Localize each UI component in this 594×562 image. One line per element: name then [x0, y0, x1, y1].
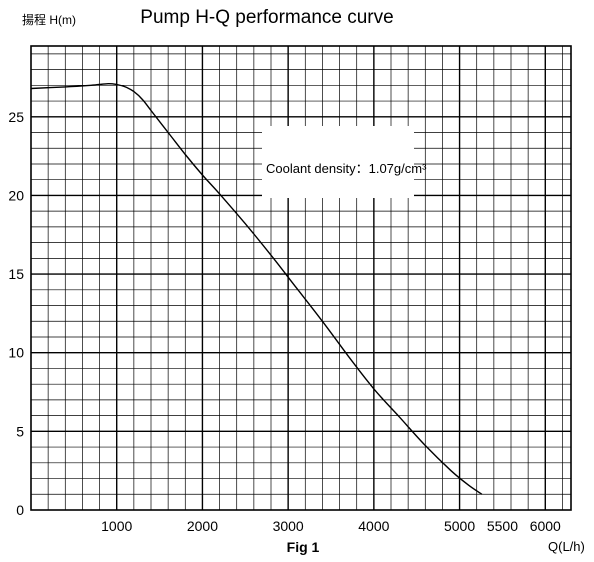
x-tick-label: 4000 [358, 518, 389, 534]
x-tick-label: 6000 [530, 518, 561, 534]
y-tick-label: 5 [16, 423, 24, 439]
y-tick-label: 10 [8, 345, 24, 361]
figure-caption: Fig 1 [287, 539, 320, 555]
x-tick-label: 3000 [273, 518, 304, 534]
annotation-box: Coolant density：1.07g/cm³ [262, 126, 427, 198]
x-tick-label: 2000 [187, 518, 218, 534]
chart-title: Pump H-Q performance curve [140, 7, 393, 28]
y-tick-labels: 0 5 10 15 20 25 [8, 109, 24, 518]
y-tick-label: 0 [16, 502, 24, 518]
annotation-text: Coolant density：1.07g/cm³ [266, 161, 427, 176]
x-tick-label: 5500 [487, 518, 518, 534]
x-tick-labels: 1000 2000 3000 4000 5000 5500 6000 [101, 518, 561, 534]
x-tick-label: 1000 [101, 518, 132, 534]
y-axis-label: 揚程 H(m) [22, 12, 76, 27]
plot-frame [30, 45, 572, 511]
y-tick-label: 15 [8, 266, 24, 282]
grid [31, 46, 571, 510]
x-tick-label: 5000 [444, 518, 475, 534]
y-tick-label: 25 [8, 109, 24, 125]
hq-curve [30, 82, 483, 495]
x-axis-label: Q(L/h) [548, 539, 585, 554]
y-tick-label: 20 [8, 187, 24, 203]
